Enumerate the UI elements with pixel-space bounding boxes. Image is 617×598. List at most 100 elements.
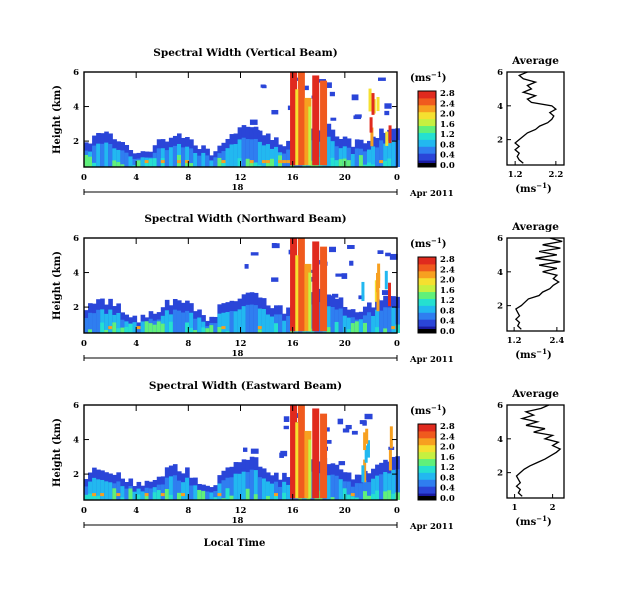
- colorbar-tick-label: 0.0: [440, 327, 455, 337]
- colorbar: 2.82.42.01.61.20.80.40.0 (ms−1): [410, 236, 455, 337]
- profile-y-tick-label: 4: [497, 268, 503, 278]
- profile-title: Average: [511, 388, 559, 400]
- colorbar-swatch: [418, 458, 436, 466]
- profile-y-tick-label: 2: [497, 469, 503, 479]
- chart-title: Spectral Width (Northward Beam): [144, 213, 346, 225]
- colorbar-swatch: [418, 277, 436, 286]
- colorbar-tick-label: 2.0: [440, 110, 455, 120]
- x-tick-label: 8: [185, 506, 191, 516]
- heatmap-field: [84, 72, 400, 167]
- x-tick-label: 0: [394, 506, 400, 516]
- y-axis-label: Height (km): [52, 418, 63, 487]
- date-day: 18: [232, 183, 244, 193]
- profile-x-label: (ms−1): [515, 181, 551, 195]
- x-tick-label: 4: [133, 339, 139, 349]
- y-tick-label: 4: [73, 436, 79, 446]
- colorbar-swatch: [418, 139, 436, 147]
- colorbar-swatch: [418, 153, 436, 161]
- colorbar-tick-label: 1.2: [440, 130, 455, 140]
- x-tick-label: 0: [81, 506, 87, 516]
- x-tick-label: 8: [185, 339, 191, 349]
- colorbar-swatch: [418, 111, 436, 120]
- colorbar-swatch: [418, 486, 436, 494]
- colorbar-tick-label: 2.4: [440, 99, 455, 109]
- profile-x-tick-label: 1: [512, 503, 518, 513]
- profile-frame: [506, 404, 565, 499]
- profile-y-tick-label: 2: [497, 302, 503, 312]
- y-tick-label: 2: [73, 470, 79, 480]
- colorbar-swatch: [418, 451, 436, 460]
- colorbar-swatch: [418, 91, 436, 99]
- panel-1: Spectral Width (Vertical Beam) 2 4 6 Height …: [52, 47, 565, 199]
- x-tick-label: 16: [287, 173, 299, 183]
- x-tick-label: 4: [133, 173, 139, 183]
- colorbar-swatch: [418, 430, 436, 439]
- profile-y-tick-label: 4: [497, 102, 503, 112]
- colorbar-tick-label: 2.8: [440, 422, 455, 432]
- colorbar-tick-label: 0.4: [440, 484, 455, 494]
- profile-x-tick-label: 1.2: [507, 336, 522, 346]
- x-tick-label: 0: [394, 339, 400, 349]
- y-tick-label: 2: [73, 137, 79, 147]
- y-tick-label: 2: [73, 303, 79, 313]
- date-month: Apr 2011: [409, 522, 454, 532]
- x-tick-label: 16: [287, 506, 299, 516]
- date-day: 18: [232, 516, 244, 526]
- profile-y-tick-label: 6: [497, 68, 503, 78]
- heatmap-field: [84, 405, 400, 500]
- colorbar-swatch: [418, 424, 436, 432]
- colorbar-tick-label: 0.8: [440, 306, 455, 316]
- profile-x-tick-label: 2: [550, 503, 556, 513]
- profile-x-label: (ms−1): [515, 514, 551, 528]
- colorbar-frame: [417, 90, 437, 168]
- profile-line: [514, 237, 563, 330]
- colorbar-swatch: [418, 284, 436, 293]
- colorbar-swatch: [418, 472, 436, 480]
- colorbar-tick-label: 2.4: [440, 265, 455, 275]
- y-tick-label: 6: [73, 68, 79, 78]
- colorbar-swatch: [418, 479, 436, 487]
- colorbar-tick-label: 2.0: [440, 443, 455, 453]
- profile-x-tick-label: 2.2: [548, 170, 563, 180]
- colorbar-tick-label: 0.0: [440, 494, 455, 504]
- y-tick-label: 6: [73, 401, 79, 411]
- profile-title: Average: [511, 55, 559, 67]
- chart-title: Spectral Width (Vertical Beam): [153, 47, 337, 59]
- colorbar-tick-label: 2.8: [440, 255, 455, 265]
- colorbar-swatch: [418, 305, 436, 313]
- colorbar-swatch: [418, 291, 436, 299]
- x-tick-label: 20: [339, 339, 351, 349]
- colorbar-swatch: [418, 263, 436, 272]
- x-tick-label: 4: [133, 506, 139, 516]
- x-tick-label: 0: [394, 173, 400, 183]
- colorbar-floor: [418, 329, 436, 333]
- profile-panel: Average 2 4 6 1.2 2.4(ms−1): [497, 221, 565, 361]
- colorbar-tick-label: 2.4: [440, 432, 455, 442]
- profile-title: Average: [511, 221, 559, 233]
- colorbar-unit: (ms−1): [410, 236, 446, 250]
- colorbar-swatch: [418, 312, 436, 320]
- colorbar-swatch: [418, 97, 436, 106]
- y-axis-label: Height (km): [52, 251, 63, 320]
- colorbar-swatch: [418, 298, 436, 306]
- profile-x-label: (ms−1): [515, 347, 551, 361]
- colorbar-swatch: [418, 444, 436, 453]
- colorbar-swatch: [418, 125, 436, 133]
- date-day: 18: [232, 349, 244, 359]
- x-tick-label: 12: [235, 173, 247, 183]
- colorbar-swatch: [418, 270, 436, 279]
- x-tick-label: 12: [235, 339, 247, 349]
- colorbar-swatch: [418, 465, 436, 473]
- colorbar: 2.82.42.01.61.20.80.40.0 (ms−1): [410, 403, 455, 504]
- colorbar: 2.82.42.01.61.20.80.40.0 (ms−1): [410, 70, 455, 171]
- colorbar-frame: [417, 423, 437, 501]
- colorbar-tick-label: 0.8: [440, 473, 455, 483]
- colorbar-floor: [418, 496, 436, 500]
- colorbar-swatch: [418, 104, 436, 113]
- profile-y-tick-label: 6: [497, 401, 503, 411]
- colorbar-tick-label: 0.0: [440, 161, 455, 171]
- profile-line: [515, 404, 562, 497]
- colorbar-swatch: [418, 437, 436, 446]
